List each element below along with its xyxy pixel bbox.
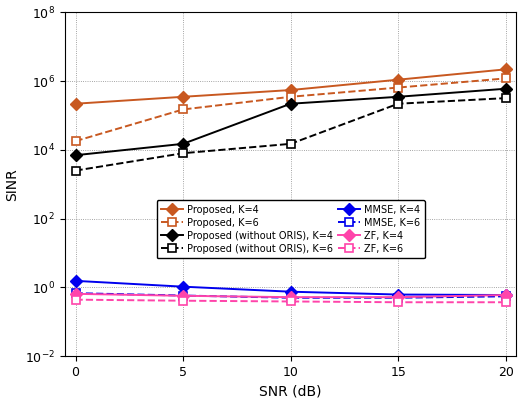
- X-axis label: SNR (dB): SNR (dB): [259, 385, 322, 398]
- Proposed, K=4: [180, 95, 186, 99]
- MMSE, K=4: [73, 278, 79, 283]
- Proposed, K=6: [73, 139, 79, 143]
- MMSE, K=6: [73, 291, 79, 296]
- Proposed (without ORIS), K=4: [503, 86, 509, 91]
- MMSE, K=6: [395, 295, 401, 300]
- Proposed (without ORIS), K=4: [180, 141, 186, 146]
- MMSE, K=4: [503, 292, 509, 297]
- Line: MMSE, K=6: MMSE, K=6: [72, 289, 510, 302]
- Proposed (without ORIS), K=6: [395, 101, 401, 106]
- MMSE, K=6: [288, 295, 294, 300]
- Proposed (without ORIS), K=4: [73, 153, 79, 158]
- Proposed (without ORIS), K=4: [288, 101, 294, 106]
- Line: ZF, K=4: ZF, K=4: [72, 290, 510, 301]
- ZF, K=6: [180, 298, 186, 303]
- Line: Proposed, K=6: Proposed, K=6: [72, 74, 510, 145]
- MMSE, K=4: [395, 292, 401, 297]
- ZF, K=6: [395, 300, 401, 305]
- ZF, K=6: [73, 297, 79, 302]
- Proposed, K=4: [288, 88, 294, 93]
- ZF, K=4: [288, 295, 294, 300]
- Proposed, K=4: [395, 77, 401, 82]
- ZF, K=4: [180, 293, 186, 298]
- Line: ZF, K=6: ZF, K=6: [72, 295, 510, 306]
- Proposed, K=4: [73, 101, 79, 106]
- ZF, K=6: [503, 300, 509, 305]
- ZF, K=4: [73, 291, 79, 296]
- MMSE, K=6: [180, 293, 186, 298]
- Legend: Proposed, K=4, Proposed, K=6, Proposed (without ORIS), K=4, Proposed (without OR: Proposed, K=4, Proposed, K=6, Proposed (…: [157, 200, 425, 259]
- Line: Proposed (without ORIS), K=6: Proposed (without ORIS), K=6: [72, 94, 510, 175]
- MMSE, K=4: [288, 289, 294, 294]
- Proposed (without ORIS), K=4: [395, 95, 401, 99]
- Proposed (without ORIS), K=6: [73, 168, 79, 173]
- Proposed, K=6: [180, 107, 186, 112]
- Proposed, K=4: [503, 67, 509, 72]
- Proposed, K=6: [288, 95, 294, 99]
- ZF, K=6: [288, 299, 294, 304]
- Proposed, K=6: [503, 76, 509, 81]
- Proposed, K=6: [395, 85, 401, 90]
- Y-axis label: SINR: SINR: [6, 168, 19, 201]
- Proposed (without ORIS), K=6: [180, 151, 186, 156]
- Line: MMSE, K=4: MMSE, K=4: [72, 277, 510, 299]
- Proposed (without ORIS), K=6: [288, 141, 294, 146]
- Line: Proposed, K=4: Proposed, K=4: [72, 65, 510, 108]
- MMSE, K=6: [503, 294, 509, 299]
- Line: Proposed (without ORIS), K=4: Proposed (without ORIS), K=4: [72, 84, 510, 159]
- ZF, K=4: [395, 295, 401, 300]
- ZF, K=4: [503, 292, 509, 297]
- Proposed (without ORIS), K=6: [503, 96, 509, 101]
- MMSE, K=4: [180, 284, 186, 289]
